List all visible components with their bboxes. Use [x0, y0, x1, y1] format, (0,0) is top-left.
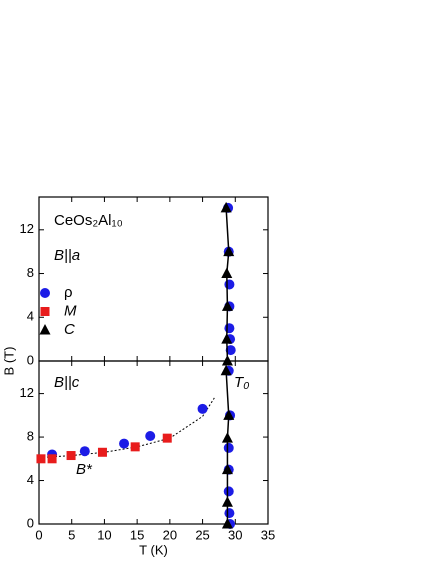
point — [119, 438, 130, 449]
point — [130, 442, 140, 452]
annotation: B||a — [54, 247, 80, 264]
x-tick-label: 20 — [163, 527, 177, 542]
y-axis-label: B (T) — [1, 347, 16, 376]
point — [221, 267, 233, 279]
point — [225, 345, 236, 356]
point — [221, 518, 233, 529]
point — [221, 333, 233, 344]
x-tick-label: 5 — [68, 527, 75, 542]
x-tick-label: 15 — [130, 527, 144, 542]
legend-label: M — [64, 302, 77, 319]
x-tick-label: 0 — [35, 527, 42, 542]
y-tick-label: 0 — [27, 352, 34, 367]
point — [220, 201, 232, 213]
point — [223, 486, 234, 497]
y-tick-label: 8 — [27, 265, 34, 280]
point — [145, 430, 156, 441]
panel-title: CeOs₂Al₁₀ — [54, 212, 123, 229]
point — [221, 463, 233, 475]
point — [224, 508, 235, 519]
point — [79, 446, 90, 457]
point — [223, 442, 234, 453]
point — [224, 279, 235, 290]
x-tick-label: 10 — [97, 527, 111, 542]
fit-curve — [38, 397, 215, 459]
point — [47, 454, 57, 464]
point — [223, 245, 235, 257]
x-axis-label: T (K) — [139, 542, 168, 557]
legend-label: C — [64, 321, 75, 338]
y-tick-label: 12 — [20, 221, 34, 236]
point — [36, 454, 46, 464]
y-tick-label: 8 — [27, 429, 34, 444]
x-tick-label: 35 — [261, 527, 275, 542]
point — [162, 433, 172, 443]
point — [197, 403, 208, 414]
legend-marker — [40, 288, 50, 298]
point — [221, 496, 233, 507]
y-tick-label: 12 — [20, 385, 34, 400]
y-tick-label: 4 — [27, 309, 34, 324]
legend-label: ρ — [64, 284, 73, 301]
y-tick-label: 4 — [27, 472, 34, 487]
point — [221, 355, 233, 366]
annotation: B||c — [54, 374, 80, 391]
point — [66, 451, 76, 461]
annotation: B* — [76, 461, 93, 478]
y-tick-label: 0 — [27, 515, 34, 530]
x-tick-label: 30 — [228, 527, 242, 542]
legend-marker — [40, 307, 50, 316]
point — [223, 409, 235, 420]
point — [220, 364, 232, 376]
point — [97, 447, 107, 457]
annotation: T₀ — [234, 374, 249, 391]
legend-marker — [39, 324, 51, 335]
x-tick-label: 25 — [195, 527, 209, 542]
plot-frame — [38, 360, 269, 525]
point — [221, 432, 233, 443]
point — [221, 300, 233, 311]
point — [224, 323, 235, 334]
